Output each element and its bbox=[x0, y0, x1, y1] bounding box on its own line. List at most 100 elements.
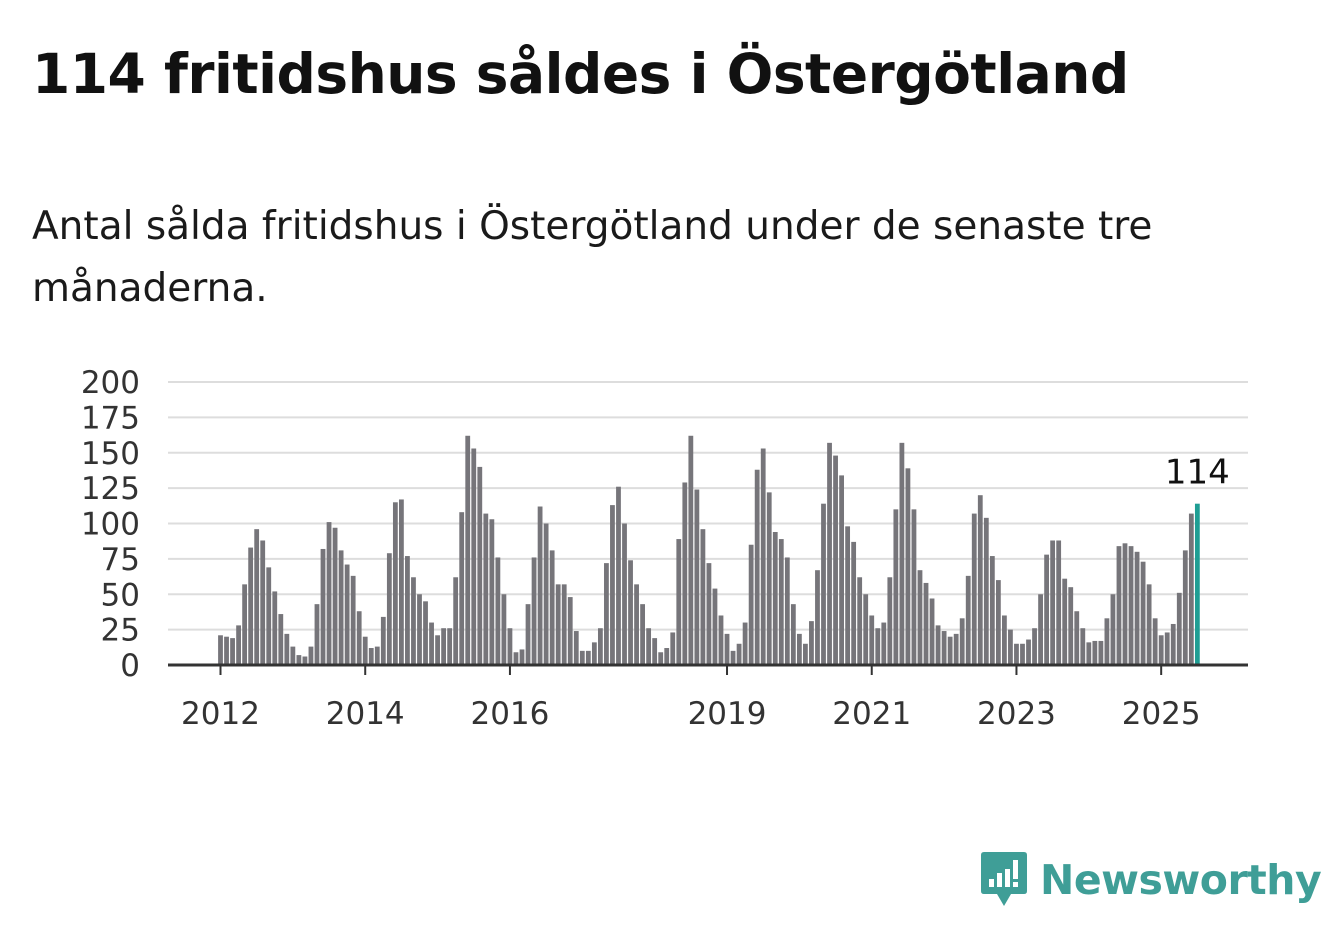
bar bbox=[929, 598, 935, 665]
bar bbox=[893, 509, 899, 665]
bar bbox=[1116, 546, 1122, 665]
bar bbox=[302, 656, 308, 665]
bar bbox=[435, 635, 440, 665]
bar bbox=[772, 531, 778, 665]
x-tick-label: 2025 bbox=[1122, 696, 1201, 732]
bar bbox=[585, 650, 591, 665]
bar bbox=[706, 563, 712, 665]
bar bbox=[983, 517, 989, 665]
bar bbox=[1020, 643, 1025, 665]
bar bbox=[688, 435, 694, 665]
bar bbox=[254, 529, 260, 665]
bar bbox=[911, 509, 917, 665]
bar bbox=[917, 570, 923, 665]
bar bbox=[483, 513, 489, 665]
bar bbox=[1080, 628, 1086, 665]
y-tick-label: 50 bbox=[101, 577, 140, 613]
bar bbox=[1008, 629, 1013, 666]
bar bbox=[827, 442, 832, 665]
bar bbox=[881, 622, 887, 665]
bar bbox=[730, 650, 736, 665]
bar bbox=[471, 448, 477, 665]
bar bbox=[833, 455, 838, 665]
bar bbox=[1044, 554, 1050, 665]
bar bbox=[887, 577, 893, 665]
bar bbox=[465, 435, 471, 665]
bar bbox=[736, 643, 742, 665]
bar bbox=[899, 442, 905, 665]
bar bbox=[905, 468, 911, 665]
bar bbox=[1026, 639, 1031, 665]
bar bbox=[766, 492, 772, 665]
bar bbox=[790, 604, 796, 665]
bar bbox=[622, 523, 627, 665]
bar bbox=[272, 591, 278, 665]
bar bbox=[742, 622, 748, 665]
bar bbox=[236, 625, 241, 665]
bar bbox=[320, 548, 326, 665]
bar bbox=[712, 588, 718, 665]
bar bbox=[579, 650, 585, 665]
bar bbox=[839, 475, 844, 665]
bar bbox=[634, 584, 639, 665]
newsworthy-logo: Newsworthy bbox=[980, 850, 1322, 910]
bar bbox=[1050, 540, 1056, 665]
bar bbox=[1104, 618, 1110, 665]
bar bbox=[284, 633, 290, 665]
bar bbox=[953, 633, 959, 665]
bar bbox=[1158, 635, 1164, 665]
bar bbox=[857, 577, 863, 665]
bar bbox=[1086, 642, 1092, 665]
bar bbox=[1134, 551, 1140, 665]
bar bbox=[314, 604, 320, 665]
bar bbox=[1092, 640, 1098, 665]
bar bbox=[386, 553, 392, 665]
bar bbox=[296, 655, 302, 665]
bar bbox=[507, 628, 513, 665]
bar bbox=[525, 604, 531, 665]
x-tick-label: 2012 bbox=[181, 696, 260, 732]
bar bbox=[784, 557, 790, 665]
bar bbox=[549, 550, 555, 665]
bar bbox=[224, 636, 229, 665]
bar bbox=[610, 505, 615, 665]
bar bbox=[640, 604, 645, 665]
x-tick-label: 2021 bbox=[832, 696, 911, 732]
x-tick-label: 2019 bbox=[688, 696, 767, 732]
bar bbox=[1002, 615, 1007, 665]
y-tick-label: 125 bbox=[81, 471, 140, 507]
bar bbox=[1074, 611, 1080, 665]
bar bbox=[700, 529, 706, 665]
bar bbox=[748, 544, 754, 665]
bar bbox=[441, 628, 447, 665]
chart-subtitle: Antal sålda fritidshus i Östergötland un… bbox=[32, 204, 1153, 311]
brand-name: Newsworthy bbox=[1040, 856, 1322, 904]
bar bbox=[724, 633, 730, 665]
x-tick-label: 2016 bbox=[470, 696, 549, 732]
bar bbox=[989, 556, 995, 665]
bar bbox=[368, 648, 374, 665]
bar bbox=[332, 527, 338, 665]
bar bbox=[947, 636, 953, 665]
bar bbox=[646, 628, 652, 665]
bar bbox=[1146, 584, 1152, 665]
bar bbox=[597, 628, 603, 665]
y-tick-label: 150 bbox=[81, 436, 140, 472]
bar bbox=[1068, 587, 1074, 665]
bar-latest bbox=[1194, 503, 1200, 665]
bar bbox=[537, 506, 543, 665]
y-tick-label: 200 bbox=[81, 365, 140, 401]
bar bbox=[489, 519, 495, 665]
x-axis-labels: 2012 2014 2016 2019 2021 2023 2025 bbox=[181, 665, 1201, 732]
bar bbox=[935, 625, 941, 665]
bar bbox=[1176, 592, 1182, 665]
bar bbox=[863, 594, 869, 665]
bar bbox=[567, 597, 573, 665]
bar bbox=[423, 601, 428, 665]
bar bbox=[429, 622, 434, 665]
bar bbox=[1188, 513, 1194, 665]
bar bbox=[447, 628, 453, 665]
bar bbox=[1122, 543, 1128, 665]
bar bbox=[1014, 643, 1019, 665]
